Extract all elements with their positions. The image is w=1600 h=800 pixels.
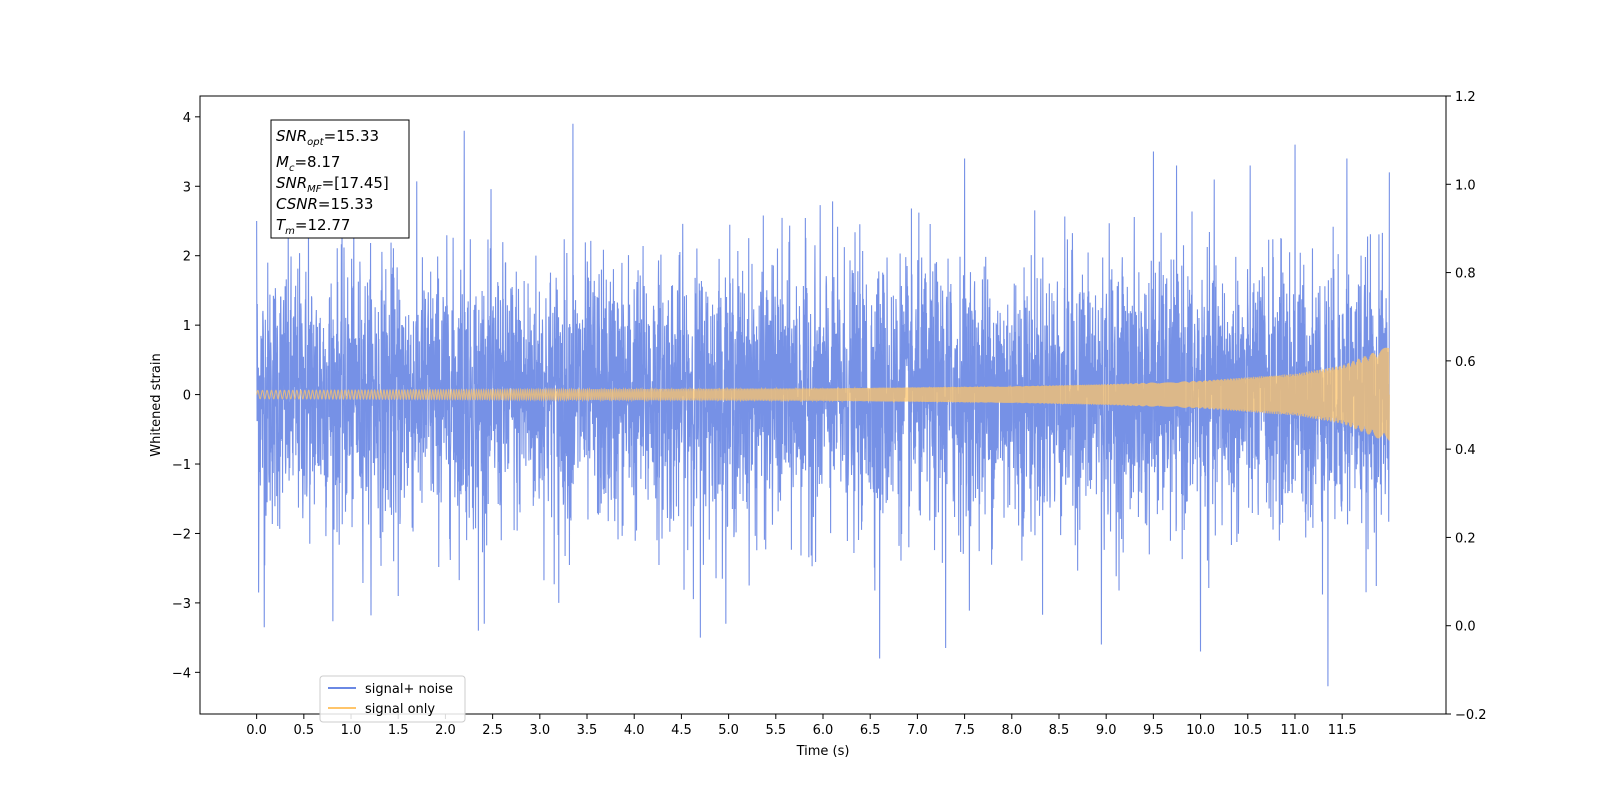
legend: signal+ noise signal only bbox=[319, 675, 466, 723]
snr-opt-symbol: SNR bbox=[276, 127, 307, 145]
y-tick-label: −2 bbox=[172, 527, 191, 542]
x-tick-label: 4.5 bbox=[671, 723, 692, 738]
x-tick-label: 1.0 bbox=[341, 723, 362, 738]
y-tick-label: 2 bbox=[183, 250, 191, 265]
x-tick-label: 2.5 bbox=[482, 723, 503, 738]
x-tick-label: 0.5 bbox=[293, 723, 314, 738]
csnr-value: =15.33 bbox=[318, 195, 374, 213]
y2-tick-label: 1.2 bbox=[1455, 90, 1476, 105]
tm-value: =12.77 bbox=[295, 216, 351, 234]
y2-tick-label: 0.4 bbox=[1455, 443, 1476, 458]
snr-opt-subscript: opt bbox=[307, 137, 324, 148]
tm-text: Tm=12.77 bbox=[276, 216, 350, 237]
csnr-text: CSNR=15.33 bbox=[276, 195, 373, 213]
y-axis-right: −0.2 0.0 0.2 0.4 0.6 0.8 1.0 1.2 bbox=[1446, 90, 1487, 723]
x-axis-label: Time (s) bbox=[796, 744, 850, 759]
snr-mf-value: =[17.45] bbox=[322, 174, 389, 192]
mc-value: =8.17 bbox=[294, 153, 340, 171]
snr-mf-subscript: MF bbox=[307, 184, 322, 195]
snr-mf-text: SNRMF=[17.45] bbox=[276, 174, 389, 195]
y2-tick-label: 1.0 bbox=[1455, 178, 1476, 193]
x-axis: 0.0 0.5 1.0 1.5 2.0 2.5 3.0 3.5 4.0 4.5 5.0 5.5 6.0 6… bbox=[246, 714, 1357, 738]
legend-label-signal-plus-noise: signal+ noise bbox=[365, 682, 453, 697]
signal-plus-noise-line bbox=[256, 123, 1390, 687]
plot-area bbox=[256, 123, 1390, 687]
annotation-box bbox=[270, 119, 410, 239]
snr-opt-text: SNRopt=15.33 bbox=[276, 127, 379, 148]
x-tick-label: 4.0 bbox=[624, 723, 645, 738]
x-tick-label: 11.0 bbox=[1280, 723, 1309, 738]
series-signal-only bbox=[256, 347, 1390, 441]
mc-subscript: c bbox=[289, 163, 295, 174]
legend-box bbox=[319, 675, 466, 723]
x-tick-label: 11.5 bbox=[1328, 723, 1357, 738]
signal-only-line bbox=[256, 347, 1390, 441]
y2-tick-label: 0.8 bbox=[1455, 267, 1476, 282]
csnr-symbol: CSNR bbox=[276, 195, 318, 213]
y-axis-left: −4 −3 −2 −1 0 1 2 3 4 bbox=[172, 111, 200, 681]
x-tick-label: 8.0 bbox=[1001, 723, 1022, 738]
y-tick-label: 0 bbox=[183, 389, 191, 404]
x-tick-label: 6.5 bbox=[860, 723, 881, 738]
legend-label-signal-only: signal only bbox=[365, 702, 435, 717]
x-tick-label: 5.0 bbox=[718, 723, 739, 738]
x-tick-label: 1.5 bbox=[388, 723, 409, 738]
y2-tick-label: 0.0 bbox=[1455, 620, 1476, 635]
y-axis-label: Whitened strain bbox=[149, 353, 164, 456]
tm-symbol: T bbox=[276, 216, 287, 234]
x-tick-label: 10.0 bbox=[1186, 723, 1215, 738]
y-tick-label: 4 bbox=[183, 111, 191, 126]
y-tick-label: −4 bbox=[172, 666, 191, 681]
y-tick-label: 1 bbox=[183, 319, 191, 334]
x-tick-label: 7.0 bbox=[907, 723, 928, 738]
x-tick-label: 0.0 bbox=[246, 723, 267, 738]
snr-mf-symbol: SNR bbox=[276, 174, 307, 192]
y-tick-label: −3 bbox=[172, 597, 191, 612]
y-tick-label: −1 bbox=[172, 458, 191, 473]
series-signal-plus-noise bbox=[256, 123, 1390, 687]
x-tick-label: 9.5 bbox=[1143, 723, 1164, 738]
mc-text: Mc=8.17 bbox=[276, 153, 340, 174]
x-tick-label: 3.0 bbox=[529, 723, 550, 738]
snr-opt-value: =15.33 bbox=[324, 127, 380, 145]
y2-tick-label: 0.6 bbox=[1455, 355, 1476, 370]
mc-symbol: M bbox=[276, 153, 289, 171]
x-tick-label: 7.5 bbox=[954, 723, 975, 738]
x-tick-label: 10.5 bbox=[1233, 723, 1262, 738]
y2-tick-label: −0.2 bbox=[1455, 708, 1487, 723]
x-tick-label: 8.5 bbox=[1049, 723, 1070, 738]
y2-tick-label: 0.2 bbox=[1455, 531, 1476, 546]
tm-subscript: m bbox=[285, 226, 295, 237]
x-tick-label: 5.5 bbox=[765, 723, 786, 738]
y-tick-label: 3 bbox=[183, 180, 191, 195]
x-tick-label: 3.5 bbox=[577, 723, 598, 738]
x-tick-label: 2.0 bbox=[435, 723, 456, 738]
metrics-annotation: SNRopt=15.33 Mc=8.17 SNRMF=[17.45] CSNR=… bbox=[270, 119, 410, 239]
x-tick-label: 9.0 bbox=[1096, 723, 1117, 738]
x-tick-label: 6.0 bbox=[813, 723, 834, 738]
